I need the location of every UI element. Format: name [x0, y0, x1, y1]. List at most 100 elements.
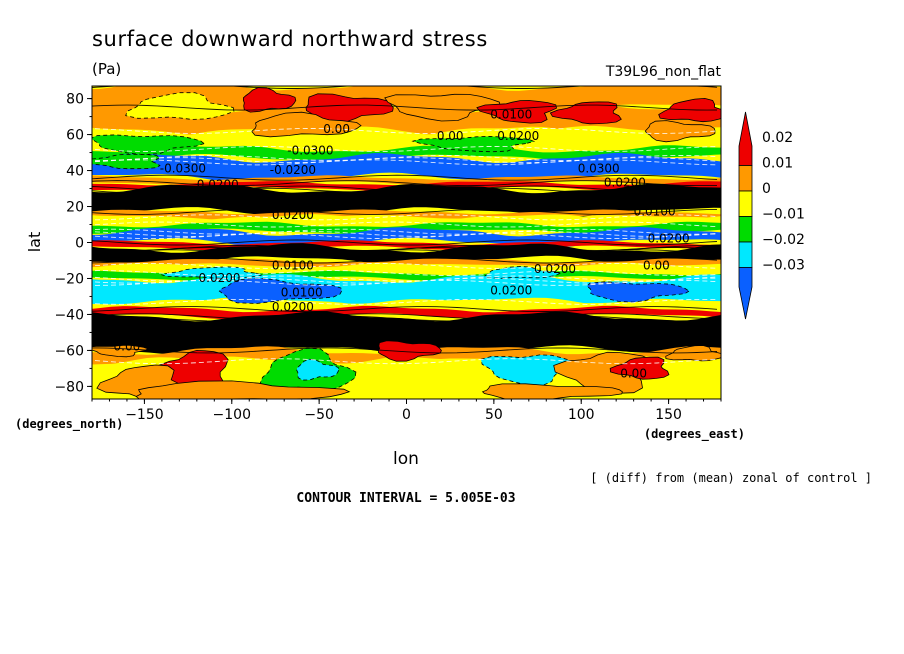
x-axis-label: lon	[393, 449, 419, 469]
zonal-band	[92, 152, 721, 183]
colorbar-segment	[738, 267, 753, 320]
y-tick-label: 60	[66, 128, 84, 144]
contour-patch	[665, 345, 721, 362]
x-axis: −150 −100 −50 0 50 100 150	[91, 399, 722, 423]
contour-label: -0.0300	[287, 143, 333, 157]
contour-label: 0.00	[323, 122, 350, 136]
diff-note: [ (diff) from (mean) zonal of control ]	[590, 471, 872, 485]
contour-label: 0.0100	[490, 107, 532, 121]
contour-patch	[296, 358, 340, 381]
contour-line	[92, 317, 718, 324]
contour-line	[92, 249, 718, 256]
contour-label: 0.0200	[490, 284, 532, 298]
contour-line	[92, 347, 718, 354]
x-unit-label: (degrees_east)	[644, 427, 745, 442]
zonal-band	[92, 175, 721, 186]
colorbar-segment	[738, 216, 753, 243]
colorbar-label: 0	[762, 181, 771, 197]
contour-patch	[92, 134, 206, 156]
chart-units: (Pa)	[92, 60, 121, 78]
contour-label: 0.0200	[648, 232, 690, 246]
contour-label: 0.00	[620, 366, 647, 380]
contour-line	[92, 315, 718, 322]
contour-patch	[135, 380, 351, 399]
contour-patch	[411, 135, 536, 153]
dataset-label: T39L96_non_flat	[605, 64, 722, 80]
contour-label: -0.0200	[270, 163, 316, 177]
contour-line	[92, 270, 718, 277]
contour-line	[92, 257, 718, 264]
contour-line	[92, 128, 718, 134]
contour-line	[92, 298, 718, 305]
contour-line	[92, 358, 718, 365]
colorbar-segment	[738, 190, 753, 217]
contour-patch	[586, 281, 690, 303]
contour-label: 0.0200	[517, 196, 559, 210]
colorbar-label: 0.02	[762, 130, 793, 146]
x-tick-label: 100	[568, 407, 595, 423]
x-tick-label: 50	[485, 407, 503, 423]
contour-label: 0.00	[437, 129, 464, 143]
x-tick-label: −100	[213, 407, 251, 423]
contour-line	[92, 228, 718, 235]
contour-label: 0.0300	[578, 161, 620, 175]
contour-label: 0.0200	[197, 178, 239, 192]
contour-line	[92, 155, 718, 161]
zonal-band	[92, 145, 721, 162]
y-tick-label: −40	[54, 307, 84, 323]
colorbar-segment	[738, 111, 753, 166]
contour-label: 0.0200	[272, 321, 314, 335]
contour-line	[92, 306, 718, 313]
contour-line	[92, 185, 718, 192]
contour-label: 0.0200	[604, 176, 646, 190]
contour-patch	[92, 154, 161, 170]
y-tick-label: −20	[54, 271, 84, 287]
zonal-band	[92, 126, 721, 155]
colorbar-segment	[738, 241, 753, 268]
contour-patch	[125, 92, 235, 120]
contour-label: 0.0200	[272, 208, 314, 222]
x-tick-label: −150	[125, 407, 163, 423]
colorbar: 0.02 0.01 0 −0.01 −0.02 −0.03	[738, 111, 805, 320]
contour-line	[92, 262, 718, 269]
contour-line	[92, 146, 718, 152]
y-tick-label: 40	[66, 164, 84, 180]
contour-line	[92, 104, 718, 111]
contour-line	[92, 157, 718, 164]
x-tick-label: 150	[655, 407, 682, 423]
colorbar-segment	[738, 165, 753, 192]
contour-label: 0.0200	[272, 300, 314, 314]
y-tick-label: −60	[54, 343, 84, 359]
contour-line	[92, 180, 718, 187]
contour-label: 0.0100	[281, 286, 323, 300]
colorbar-label: −0.01	[762, 207, 805, 223]
contour-patch	[644, 120, 716, 143]
y-axis: −80 −60 −40 −20 0 20 40 60 80	[54, 92, 92, 395]
contour-label: 0.0200	[199, 271, 241, 285]
contour-patch	[549, 101, 622, 125]
contour-line	[92, 313, 718, 320]
colorbar-label: 0.01	[762, 156, 793, 172]
contour-label: -0.0300	[160, 161, 206, 175]
contour-line	[92, 214, 718, 221]
contour-line	[92, 208, 718, 215]
zonal-band	[92, 214, 721, 228]
contour-patch	[161, 266, 264, 279]
y-tick-label: 20	[66, 200, 84, 216]
x-tick-label: 0	[402, 407, 411, 423]
contour-line	[92, 159, 718, 166]
y-tick-label: 0	[75, 236, 84, 252]
contour-line	[92, 239, 718, 246]
contour-label: 0.0100	[613, 339, 655, 353]
zonal-band	[92, 258, 721, 269]
contour-label: 0.0200	[674, 329, 716, 343]
chart-title: surface downward northward stress	[92, 27, 488, 51]
contour-patches	[92, 87, 721, 399]
contour-patch	[609, 356, 670, 380]
y-tick-label: 80	[66, 92, 84, 108]
zonal-band	[92, 311, 721, 356]
contour-patch	[480, 354, 578, 386]
colorbar-label: −0.02	[762, 232, 805, 248]
